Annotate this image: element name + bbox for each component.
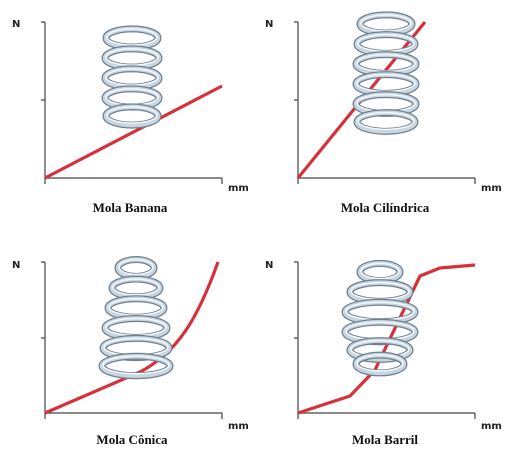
y-label: N: [12, 260, 20, 271]
caption: Mola Barril: [352, 432, 418, 447]
panel: N mm Mola Barril: [265, 260, 502, 447]
spring: [345, 263, 415, 373]
y-label: N: [265, 260, 273, 271]
x-label: mm: [481, 183, 502, 194]
caption: Mola Banana: [93, 200, 168, 215]
caption: Mola Cilíndrica: [341, 200, 430, 215]
spring: [356, 15, 416, 131]
panel: N mm Mola Cônica: [12, 260, 249, 447]
panel: N mm Mola Cilíndrica: [265, 15, 502, 215]
curve: [45, 86, 222, 178]
diagram: N mm Mola Banana N mm Mola Cilíndrica N …: [0, 0, 505, 450]
spring: [105, 29, 159, 125]
x-label: mm: [481, 421, 502, 432]
spring: [102, 260, 170, 376]
caption: Mola Cônica: [96, 432, 168, 447]
x-label: mm: [228, 421, 249, 432]
panel: N mm Mola Banana: [12, 19, 249, 215]
axes: [294, 22, 475, 184]
x-label: mm: [228, 183, 249, 194]
y-label: N: [265, 19, 273, 30]
y-label: N: [12, 19, 20, 30]
